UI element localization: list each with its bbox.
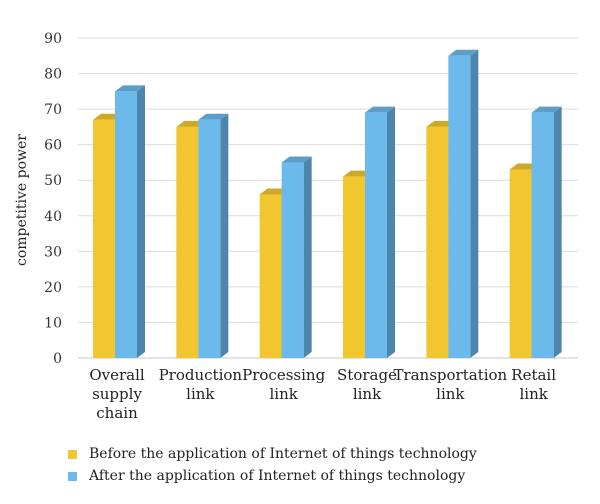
bar bbox=[448, 55, 471, 359]
x-tick-label-line: Retail bbox=[511, 366, 556, 384]
x-tick-label-line: Overall bbox=[89, 366, 145, 384]
y-tick-label: 80 bbox=[44, 67, 62, 83]
y-tick-label: 20 bbox=[44, 280, 62, 296]
legend-item-after: After the application of Internet of thi… bbox=[68, 465, 477, 487]
y-tick-label: 90 bbox=[44, 31, 62, 47]
bar-side bbox=[137, 85, 145, 358]
x-tick-label: Production link bbox=[159, 366, 243, 403]
y-tick-label: 10 bbox=[44, 315, 62, 331]
bar-top bbox=[281, 156, 312, 163]
bar-side bbox=[303, 156, 312, 358]
x-tick-label-line: link bbox=[436, 385, 465, 403]
x-tick-label-line: link bbox=[519, 385, 548, 403]
x-tick-label-line: Transportation bbox=[393, 366, 507, 384]
bar-top bbox=[365, 106, 395, 113]
bar-top bbox=[531, 106, 562, 113]
y-tick-label: 60 bbox=[44, 138, 62, 154]
bar bbox=[176, 126, 199, 358]
bar-top bbox=[115, 85, 145, 92]
bar bbox=[365, 112, 387, 359]
legend-swatch-after bbox=[68, 471, 77, 481]
bar-side bbox=[470, 49, 479, 359]
x-tick-label-line: supply bbox=[92, 385, 142, 403]
bar-side bbox=[553, 106, 562, 359]
x-tick-label: Overall supply chain bbox=[89, 366, 145, 422]
x-tick-label-line: Storage bbox=[337, 366, 397, 384]
x-tick-label: Processing link bbox=[242, 366, 325, 403]
y-tick-label: 70 bbox=[44, 102, 62, 118]
legend: Before the application of Internet of th… bbox=[68, 443, 477, 487]
x-tick-label-line: Processing bbox=[242, 366, 325, 384]
bar bbox=[198, 119, 221, 359]
legend-label-before: Before the application of Internet of th… bbox=[89, 446, 477, 462]
x-tick-label: Retail link bbox=[511, 366, 556, 403]
bar bbox=[115, 91, 137, 358]
legend-item-before: Before the application of Internet of th… bbox=[68, 443, 477, 465]
x-tick-label-line: link bbox=[353, 385, 382, 403]
x-tick-label-line: link bbox=[186, 385, 215, 403]
bar bbox=[343, 176, 365, 358]
legend-label-after: After the application of Internet of thi… bbox=[89, 468, 466, 484]
bars bbox=[93, 49, 562, 359]
bar-top bbox=[448, 49, 479, 56]
bar-side bbox=[387, 106, 395, 359]
y-tick-label: 0 bbox=[53, 351, 62, 367]
bar bbox=[259, 194, 282, 358]
gridlines bbox=[78, 37, 578, 359]
legend-swatch-before bbox=[68, 449, 77, 459]
y-tick-label: 40 bbox=[44, 209, 62, 225]
y-axis-label: competitive power bbox=[14, 134, 30, 266]
x-tick-label: Transportation link bbox=[393, 366, 507, 403]
x-tick-label-line: link bbox=[269, 385, 298, 403]
y-axis: 0 10 20 30 40 50 60 70 80 90 bbox=[44, 31, 62, 367]
bar-chart: 0 10 20 30 40 50 60 70 80 90 Overall supply chain Pr… bbox=[14, 31, 578, 422]
y-tick-label: 50 bbox=[44, 173, 62, 189]
x-tick-label-line: Production bbox=[159, 366, 243, 384]
y-tick-label: 30 bbox=[44, 244, 62, 260]
bar bbox=[509, 169, 532, 358]
bar bbox=[531, 112, 554, 359]
bar-side bbox=[220, 113, 229, 359]
bar bbox=[426, 126, 449, 358]
x-tick-label: Storage link bbox=[337, 366, 397, 403]
x-tick-label-line: chain bbox=[96, 404, 138, 422]
bar bbox=[281, 162, 304, 358]
bar bbox=[93, 119, 115, 359]
bar-top bbox=[198, 113, 229, 120]
